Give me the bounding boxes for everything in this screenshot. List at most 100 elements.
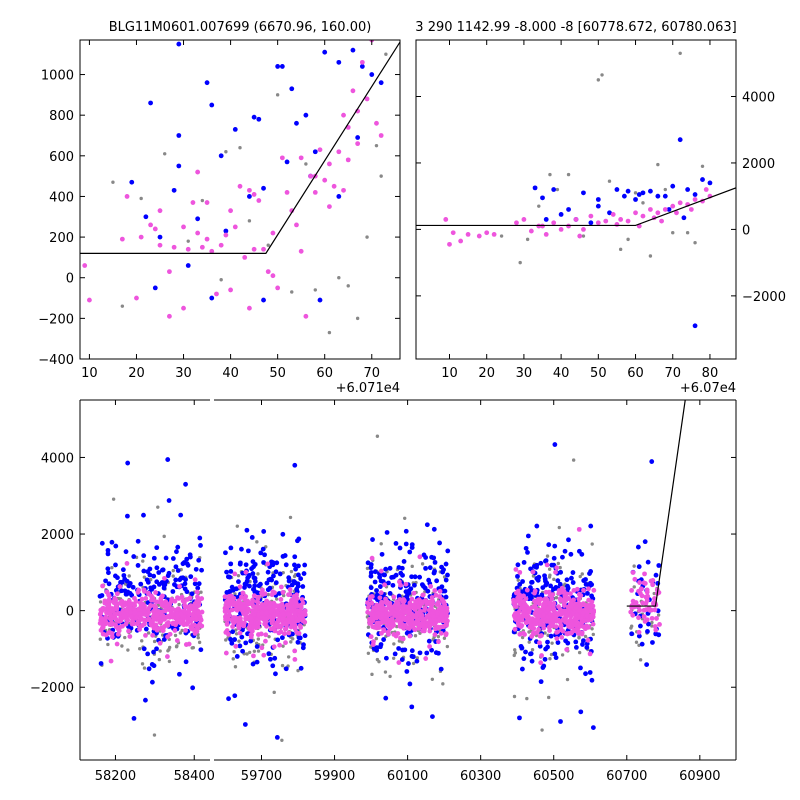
data-point-magenta — [153, 622, 159, 628]
data-point-magenta — [224, 605, 230, 611]
data-point-magenta — [583, 623, 589, 629]
data-point-gray — [111, 180, 115, 184]
data-point-magenta — [368, 634, 374, 640]
data-point-gray — [180, 628, 184, 633]
data-point-blue — [557, 581, 563, 587]
data-point-magenta — [294, 222, 299, 228]
data-point-blue — [583, 581, 589, 587]
data-point-blue — [174, 549, 179, 555]
data-point-gray — [413, 633, 418, 638]
data-point-magenta — [119, 236, 125, 242]
data-point-magenta — [639, 586, 644, 592]
data-point-magenta — [550, 606, 555, 612]
data-point-magenta — [188, 616, 193, 622]
data-point-magenta — [571, 587, 577, 593]
data-point-magenta — [585, 637, 591, 643]
data-point-blue — [176, 41, 182, 47]
data-point-magenta — [355, 141, 361, 147]
data-point-magenta — [432, 617, 438, 623]
data-point-magenta — [558, 623, 564, 629]
data-point-blue — [644, 662, 650, 668]
data-point-magenta — [235, 604, 241, 610]
data-point-blue — [432, 568, 437, 574]
data-point-magenta — [350, 88, 356, 94]
data-point-gray — [685, 231, 690, 235]
data-point-blue — [431, 555, 437, 561]
data-point-magenta — [541, 612, 546, 618]
data-point-blue — [113, 573, 118, 579]
data-point-magenta — [155, 626, 161, 632]
y-tick-label: 0 — [742, 223, 750, 238]
data-point-magenta — [517, 569, 523, 575]
y-tick-label: 1000 — [41, 69, 74, 84]
data-point-blue — [301, 571, 307, 576]
data-point-magenta — [532, 588, 538, 594]
data-point-blue — [273, 671, 278, 677]
data-point-gray — [167, 659, 172, 664]
data-point-blue — [636, 192, 642, 197]
data-point-magenta — [165, 620, 171, 625]
data-point-blue — [154, 545, 160, 551]
data-point-gray — [289, 569, 294, 574]
data-point-blue — [312, 149, 318, 155]
data-point-blue — [558, 212, 564, 217]
data-point-blue — [170, 556, 176, 561]
data-point-magenta — [659, 218, 664, 224]
data-point-magenta — [637, 580, 642, 585]
data-point-magenta — [537, 596, 543, 602]
data-point-blue — [573, 639, 579, 645]
y-tick-label: 4000 — [742, 90, 775, 105]
data-point-blue — [303, 112, 309, 118]
data-point-magenta — [588, 613, 594, 619]
data-point-blue — [523, 545, 529, 551]
data-point-magenta — [198, 616, 204, 622]
data-point-gray — [527, 640, 531, 644]
data-point-blue — [403, 541, 409, 547]
data-point-magenta — [491, 231, 497, 237]
data-point-magenta — [174, 638, 180, 643]
data-point-gray — [139, 196, 143, 201]
data-point-magenta — [526, 609, 532, 615]
data-point-magenta — [541, 625, 547, 631]
data-point-magenta — [513, 617, 519, 622]
data-point-blue — [130, 584, 136, 590]
data-point-gray — [346, 284, 350, 288]
data-point-magenta — [395, 631, 401, 636]
data-point-magenta — [432, 588, 438, 593]
data-point-blue — [436, 650, 441, 656]
data-point-blue — [295, 639, 301, 645]
data-point-gray — [392, 642, 396, 646]
y-tick-label: −400 — [38, 353, 74, 368]
data-point-blue — [242, 722, 248, 727]
data-point-blue — [381, 572, 387, 578]
data-point-blue — [563, 638, 569, 644]
data-point-magenta — [232, 571, 238, 577]
data-point-magenta — [563, 597, 569, 603]
data-point-blue — [99, 540, 105, 546]
data-point-magenta — [259, 590, 264, 596]
data-point-magenta — [251, 246, 257, 252]
data-point-gray — [638, 658, 643, 662]
data-point-blue — [199, 567, 204, 573]
data-point-blue — [251, 564, 256, 570]
data-point-blue — [209, 102, 215, 108]
data-point-magenta — [108, 658, 114, 664]
data-point-blue — [284, 159, 290, 165]
data-point-blue — [525, 533, 531, 539]
x-tick-label: 58400 — [174, 769, 215, 784]
data-point-magenta — [262, 621, 268, 627]
data-point-magenta — [636, 615, 641, 621]
data-point-magenta — [286, 592, 291, 598]
data-point-magenta — [312, 189, 318, 195]
data-point-magenta — [171, 244, 177, 250]
data-point-blue — [540, 665, 546, 670]
data-point-magenta — [196, 610, 201, 616]
data-point-gray — [580, 572, 584, 576]
data-point-magenta — [374, 120, 379, 126]
data-point-blue — [635, 544, 641, 550]
data-point-magenta — [364, 96, 370, 102]
data-point-magenta — [281, 631, 287, 637]
data-point-magenta — [532, 603, 538, 609]
data-point-magenta — [109, 620, 115, 626]
data-point-magenta — [137, 611, 143, 617]
